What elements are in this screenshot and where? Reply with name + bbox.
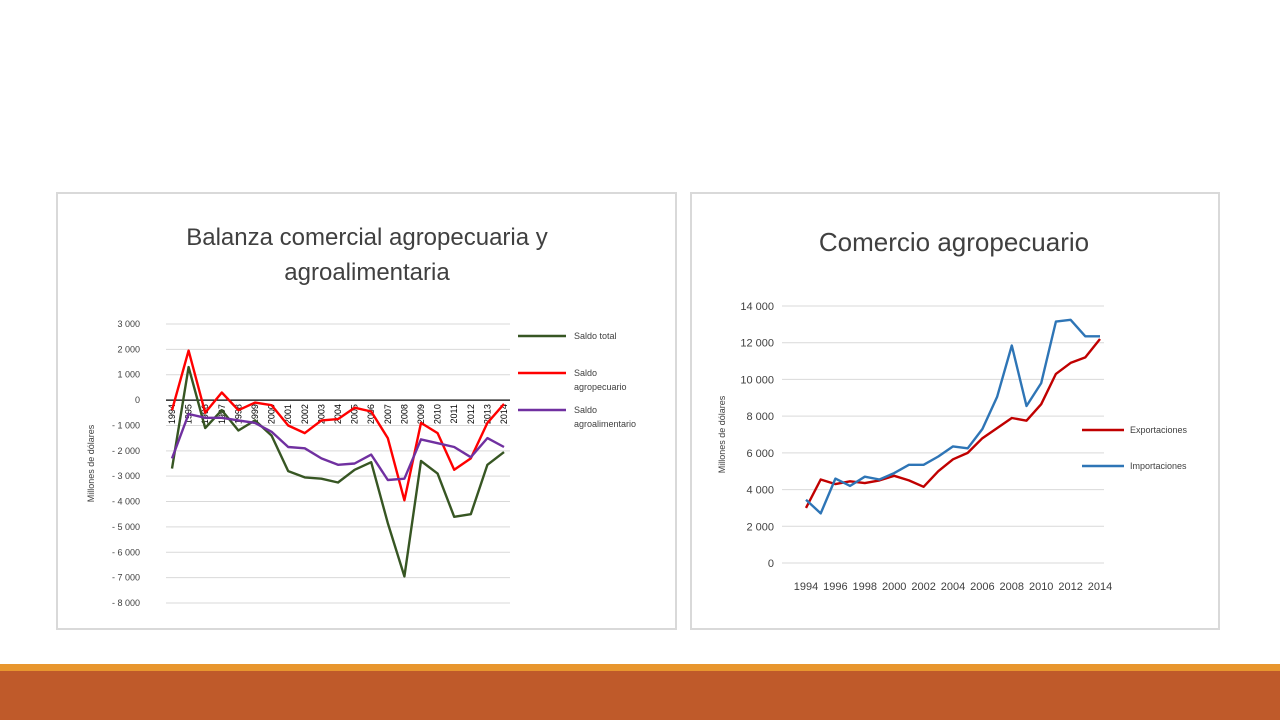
y-tick-label: 8 000 (746, 411, 774, 423)
y-tick-label: 1 000 (117, 370, 140, 380)
series-line (805, 318, 1100, 515)
x-tick-label: 2012 (466, 404, 476, 424)
y-tick-label: - 4 000 (112, 497, 140, 507)
legend-label: Saldo (574, 368, 597, 378)
x-tick-label: 2006 (970, 581, 994, 593)
x-tick-label: 2008 (399, 404, 409, 424)
x-tick-label: 1998 (853, 581, 877, 593)
series-line (170, 365, 505, 578)
x-tick-label: 2014 (499, 404, 509, 424)
x-tick-label: 2002 (911, 581, 935, 593)
x-tick-label: 2009 (416, 404, 426, 424)
x-tick-label: 1999 (250, 404, 260, 424)
y-tick-label: 14 000 (740, 301, 774, 313)
x-tick-label: 1997 (217, 404, 227, 424)
y-tick-label: 0 (135, 395, 140, 405)
y-tick-label: 3 000 (117, 319, 140, 329)
y-tick-label: - 2 000 (112, 446, 140, 456)
y-tick-label: - 3 000 (112, 471, 140, 481)
legend-label: agroalimentario (574, 419, 636, 429)
y-axis-label: Millones de dólares (86, 424, 96, 502)
x-tick-label: 2004 (333, 404, 343, 424)
y-tick-label: 6 000 (746, 448, 774, 460)
chart-title-line: Balanza comercial agropecuaria y (186, 224, 548, 251)
x-tick-label: 1996 (823, 581, 847, 593)
legend-label: agropecuario (574, 382, 627, 392)
x-tick-label: 1998 (233, 404, 243, 424)
comercio-chart: Comercio agropecuario 0 2 000 4 000 6 000 8 0… (717, 227, 1188, 593)
series-line (170, 412, 505, 482)
legend-label: Exportaciones (1130, 425, 1188, 435)
balanza-chart: Balanza comercial agropecuaria y agroalim… (86, 224, 636, 608)
x-tick-label: 2003 (316, 404, 326, 424)
x-tick-label: 2006 (366, 404, 376, 424)
y-tick-label: 2 000 (117, 344, 140, 354)
legend-label: Saldo (574, 405, 597, 415)
x-tick-label: 1994 (167, 404, 177, 424)
chart-title: Comercio agropecuario (819, 227, 1089, 257)
x-tick-label: 2005 (350, 404, 360, 424)
x-tick-label: 2001 (283, 404, 293, 424)
x-tick-label: 2012 (1058, 581, 1082, 593)
y-tick-label: - 6 000 (112, 547, 140, 557)
y-tick-label: - 1 000 (112, 420, 140, 430)
series-line (804, 338, 1101, 509)
x-tick-label: 2014 (1088, 581, 1112, 593)
y-tick-label: - 8 000 (112, 598, 140, 608)
y-tick-label: 0 (768, 558, 774, 570)
x-tick-label: 2002 (300, 404, 310, 424)
comercio-chart-panel: Comercio agropecuario 0 2 000 4 000 6 000 8 0… (690, 192, 1220, 630)
balanza-chart-panel: Balanza comercial agropecuaria y agroalim… (56, 192, 677, 630)
x-tick-label: 2010 (1029, 581, 1053, 593)
x-tick-label: 2007 (383, 404, 393, 424)
y-tick-label: 4 000 (746, 485, 774, 497)
x-tick-label: 2000 (267, 404, 277, 424)
x-tick-label: 2010 (433, 404, 443, 424)
y-tick-label: - 5 000 (112, 522, 140, 532)
footer-accent-line (0, 664, 1280, 671)
legend-label: Saldo total (574, 331, 617, 341)
x-tick-label: 2004 (941, 581, 965, 593)
x-tick-label: 2013 (482, 404, 492, 424)
series-line (170, 349, 505, 502)
footer-bar (0, 671, 1280, 720)
legend-label: Importaciones (1130, 461, 1187, 471)
y-axis-label: Millones de dólares (717, 395, 727, 473)
x-tick-label: 2011 (449, 404, 459, 423)
x-tick-label: 2008 (1000, 581, 1024, 593)
y-tick-label: - 7 000 (112, 573, 140, 583)
x-tick-label: 2000 (882, 581, 906, 593)
y-tick-label: 2 000 (746, 521, 774, 533)
y-tick-label: 10 000 (740, 374, 774, 386)
x-tick-label: 1996 (200, 404, 210, 424)
chart-title-line: agroalimentaria (284, 259, 450, 286)
x-tick-label: 1994 (794, 581, 818, 593)
y-tick-label: 12 000 (740, 338, 774, 350)
